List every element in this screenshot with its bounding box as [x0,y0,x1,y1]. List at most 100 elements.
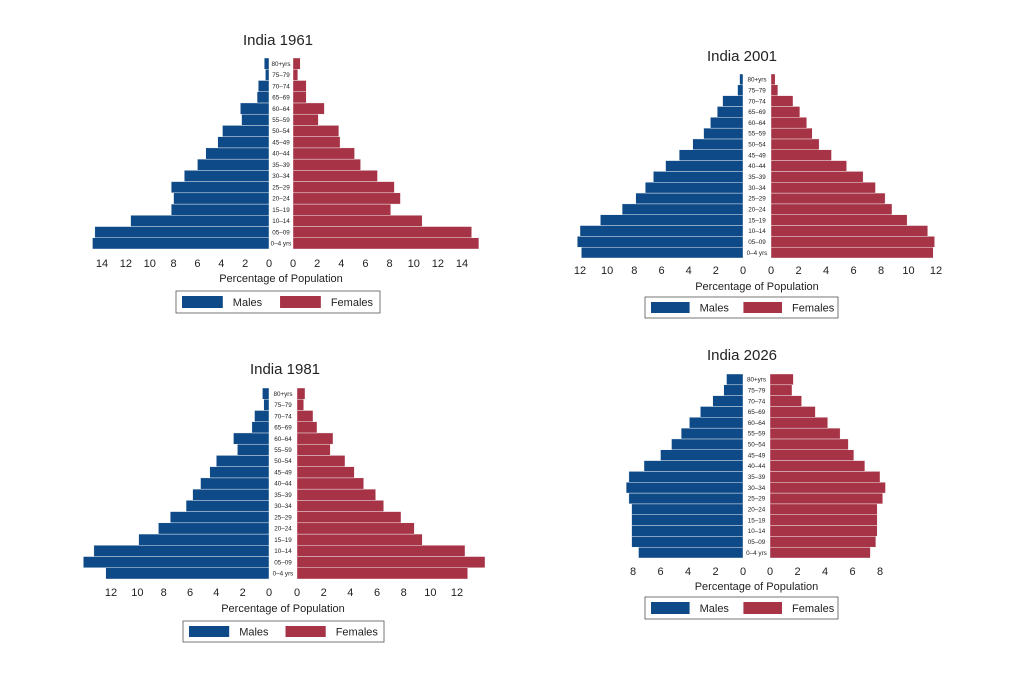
x-tick-label-male: 10 [131,587,143,599]
bar-male [216,455,270,467]
x-tick-label-male: 2 [242,258,248,270]
bar-male [185,500,270,512]
bar-female [292,192,401,205]
age-group-label: 75–79 [748,87,766,94]
legend-swatch-females [743,602,783,614]
age-group-label: 50–54 [748,442,766,449]
age-group-label: 05–09 [748,239,766,246]
bar-male [722,95,744,107]
x-tick-label-male: 6 [187,587,193,599]
bar-male [241,113,270,126]
legend-box [644,596,839,620]
age-group-label: 30–34 [748,185,766,192]
chart-title: India 1981 [250,361,320,378]
x-tick-label-female: 6 [362,258,368,270]
pyramid-chart-3: India 2026 0–4 yrs 05–09 10–14 15–19 20–24 25–… [625,347,886,620]
bar-male [130,215,270,227]
bar-male [170,181,270,194]
age-group-label: 25–29 [748,196,766,203]
pyramid-chart-0: India 1961 0–4 yrs 05–09 10–14 15–19 20–24 25–… [92,32,480,314]
bar-female [296,511,402,524]
x-tick-label-female: 2 [795,265,801,277]
bar-female [770,138,820,150]
bar-female [296,500,384,512]
bar-female [292,91,307,104]
pyramid-chart-1: India 2001 0–4 yrs 05–09 10–14 15–19 20–24 25–… [574,48,942,319]
bar-female [770,225,928,237]
legend-swatch-males [189,626,230,637]
bar-female [292,57,301,70]
bar-male [689,417,744,429]
bar-female [296,522,415,535]
x-tick-label-male: 4 [213,587,219,599]
legend-label-females: Females [331,297,374,309]
x-tick-label-male: 8 [161,587,167,599]
age-group-label: 50–54 [748,142,766,149]
x-tick-label-female: 0 [290,258,296,270]
legend-label-females: Females [336,627,379,639]
age-group-label: 30–34 [272,173,290,180]
bar-female [769,492,883,505]
bar-female [296,466,355,479]
bar-male [173,192,270,205]
bar-male [256,91,270,104]
bar-male [105,567,270,580]
x-tick-label-female: 4 [347,587,353,599]
bar-female [770,84,779,96]
age-group-label: 15–19 [274,537,292,544]
x-tick-label-male: 0 [266,587,272,599]
x-tick-label-male: 6 [194,258,200,270]
age-group-label: 40–44 [748,463,766,470]
bar-female [770,246,934,259]
bar-male [262,387,270,400]
age-group-label: 30–34 [274,503,292,510]
bar-female [296,421,318,434]
x-tick-label-female: 2 [321,587,327,599]
age-group-label: 15–19 [748,217,766,224]
legend-box [644,296,839,319]
legend-box [175,290,381,314]
x-tick-label-male: 12 [120,258,132,270]
bar-female [292,215,423,227]
age-group-label: 20–24 [274,526,292,533]
age-group-label: 75–79 [274,402,292,409]
bar-female [769,546,871,559]
age-group-label: 25–29 [274,514,292,521]
bar-male [170,203,270,216]
bar-female [770,171,864,183]
bar-female [770,214,908,226]
bar-male [200,477,270,490]
bar-male [692,138,744,150]
age-group-label: 0–4 yrs [273,571,294,578]
bar-male [631,536,744,548]
bar-male [628,492,744,505]
age-group-label: 65–69 [748,409,766,416]
bar-male [703,127,744,140]
bar-female [769,417,828,429]
bar-female [769,427,841,440]
bar-male [222,125,270,137]
legend: Males Females [175,290,381,314]
bar-male [723,384,744,396]
age-group-label: 50–54 [272,128,290,135]
x-tick-label-male: 2 [712,566,718,578]
bar-male [680,427,744,440]
bar-male [158,522,270,535]
x-tick-label-male: 8 [631,265,637,277]
legend-swatch-females [743,302,783,313]
x-tick-label-male: 14 [96,258,108,270]
bar-male [237,443,270,456]
age-group-label: 70–74 [274,413,292,420]
bar-female [296,556,486,568]
chart-title: India 2026 [707,347,777,364]
age-group-label: 80+yrs [271,61,290,68]
bar-male [94,226,270,238]
age-group-label: 40–44 [274,481,292,488]
bar-female [296,488,376,501]
age-group-label: 60–64 [274,436,292,443]
bar-male [635,192,744,205]
x-tick-label-male: 0 [740,566,746,578]
bar-female [292,125,340,137]
legend-swatch-males [182,296,223,308]
